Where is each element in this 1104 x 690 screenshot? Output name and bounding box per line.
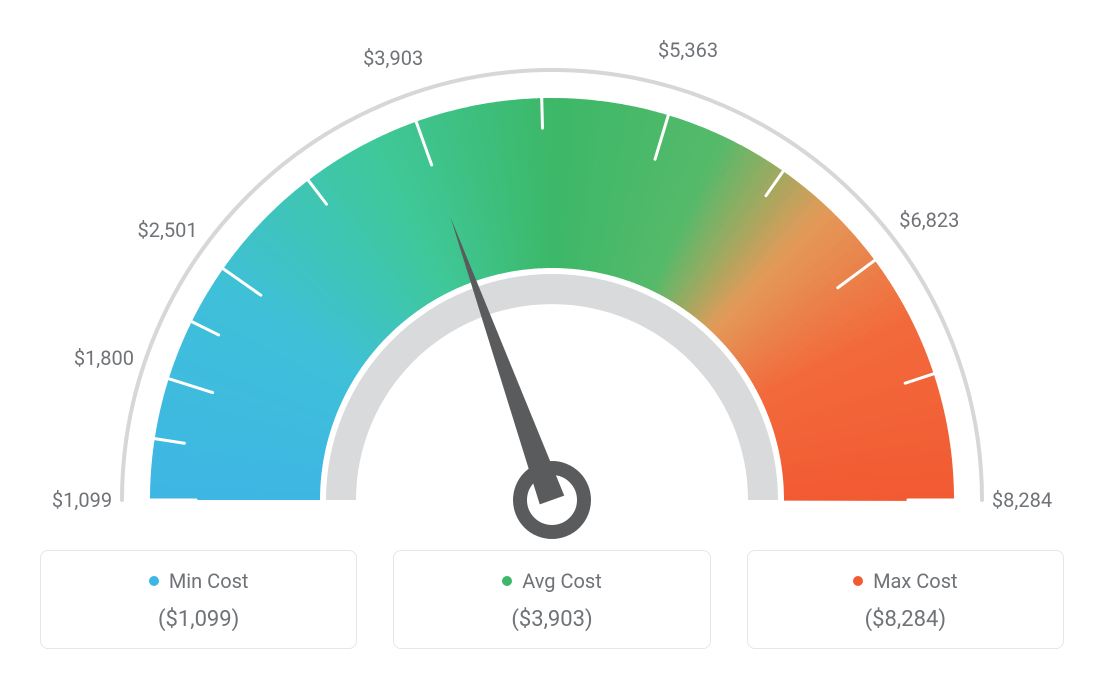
gauge-tick-label: $8,284 bbox=[992, 488, 1052, 512]
gauge-tick-label: $1,099 bbox=[52, 488, 112, 512]
legend-title-text: Max Cost bbox=[873, 569, 958, 593]
legend-card-max: Max Cost ($8,284) bbox=[747, 550, 1064, 649]
legend-title-avg: Avg Cost bbox=[502, 569, 602, 593]
dot-icon bbox=[853, 576, 863, 586]
gauge-tick-label: $1,800 bbox=[74, 346, 134, 370]
legend-value-avg: ($3,903) bbox=[404, 607, 699, 632]
legend-title-min: Min Cost bbox=[149, 569, 249, 593]
gauge-tick-label: $2,501 bbox=[138, 218, 198, 242]
gauge-tick-label: $5,363 bbox=[658, 38, 718, 62]
legend-row: Min Cost ($1,099) Avg Cost ($3,903) Max … bbox=[0, 550, 1104, 649]
legend-title-text: Avg Cost bbox=[522, 569, 602, 593]
dot-icon bbox=[502, 576, 512, 586]
dot-icon bbox=[149, 576, 159, 586]
legend-title-text: Min Cost bbox=[169, 569, 249, 593]
legend-card-min: Min Cost ($1,099) bbox=[40, 550, 357, 649]
gauge-tick-label: $3,903 bbox=[363, 46, 423, 70]
legend-title-max: Max Cost bbox=[853, 569, 958, 593]
gauge-tick-label: $6,823 bbox=[899, 208, 959, 232]
legend-value-min: ($1,099) bbox=[51, 607, 346, 632]
gauge-chart: $1,099 $1,800 $2,501 $3,903 $5,363 $6,823 $8,2… bbox=[0, 0, 1104, 540]
legend-card-avg: Avg Cost ($3,903) bbox=[393, 550, 710, 649]
gauge-svg bbox=[0, 0, 1104, 540]
legend-value-max: ($8,284) bbox=[758, 607, 1053, 632]
